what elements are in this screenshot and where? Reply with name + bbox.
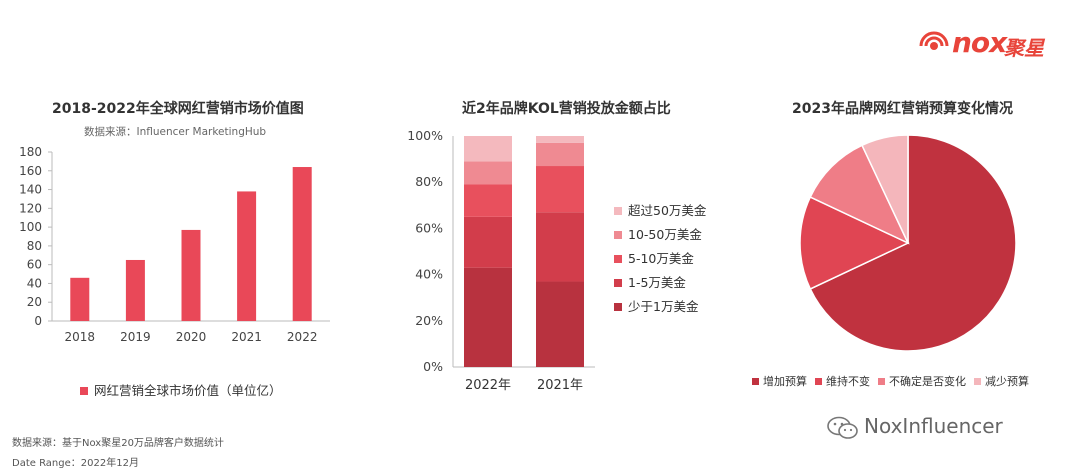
footer-source: 数据来源：基于Nox聚星20万品牌客户数据统计	[12, 438, 224, 449]
stack-segment-5-10万美金	[536, 166, 584, 213]
x-tick-label: 2022	[287, 330, 318, 344]
chart2-legend-item: 少于1万美金	[614, 296, 698, 315]
x-tick-label: 2022年	[465, 378, 511, 393]
chart3-legend-label: 不确定是否变化	[889, 375, 966, 388]
stack-segment-10-50万美金	[464, 161, 512, 185]
bar-2019	[125, 259, 145, 321]
chart1-legend-label: 网红营销全球市场价值（单位亿）	[94, 383, 282, 398]
y-tick-label: 120	[19, 201, 42, 215]
y-tick-label: 80	[27, 239, 42, 253]
legend-swatch	[614, 278, 622, 287]
chart2-legend-item: 1-5万美金	[614, 272, 686, 291]
y-tick-label: 60	[27, 258, 42, 272]
stack-segment-1-5万美金	[464, 216, 512, 268]
chart2-legend-label: 少于1万美金	[628, 299, 699, 314]
bar-2020	[181, 229, 201, 321]
stack-segment-超过50万美金	[536, 136, 584, 143]
pie-slice-减少预算	[861, 134, 909, 244]
footer-date-range: Date Range：2022年12月	[12, 458, 139, 469]
legend-swatch	[752, 377, 759, 385]
y-tick-label: 40%	[415, 267, 443, 282]
chart2-legend-item: 10-50万美金	[614, 224, 702, 243]
chart3-legend-item: 不确定是否变化	[878, 375, 966, 388]
chart1-legend: 网红营销全球市场价值（单位亿）	[80, 380, 282, 399]
legend-swatch	[614, 230, 622, 239]
chart1-title: 2018-2022年全球网红营销市场价值图	[52, 101, 304, 117]
y-tick-label: 180	[19, 145, 42, 159]
y-tick-label: 20%	[415, 313, 443, 328]
legend-swatch	[974, 377, 981, 385]
chart3-legend-label: 增加预算	[763, 375, 807, 388]
y-tick-label: 20	[27, 295, 42, 309]
pie-slice-维持不变	[799, 196, 910, 290]
chart2-legend-label: 超过50万美金	[628, 203, 707, 218]
x-tick-label: 2021年	[537, 378, 583, 393]
legend-swatch	[815, 377, 822, 385]
stack-segment-5-10万美金	[464, 184, 512, 217]
chart3-legend-item: 增加预算	[752, 375, 807, 388]
chart2-legend-label: 10-50万美金	[628, 227, 702, 242]
y-tick-label: 80%	[415, 174, 443, 189]
bar-2022	[292, 167, 312, 321]
y-tick-label: 0%	[423, 359, 443, 374]
pie-slice-不确定是否变化	[809, 144, 910, 245]
bar-2021	[237, 191, 257, 321]
x-tick-label: 2019	[120, 330, 151, 344]
stack-segment-少于1万美金	[536, 281, 584, 367]
chart3-legend-item: 减少预算	[974, 375, 1029, 388]
chart3-legend-label: 减少预算	[985, 375, 1029, 388]
chart2-legend-item: 5-10万美金	[614, 248, 694, 267]
chart3-legend: 增加预算 维持不变 不确定是否变化 减少预算	[752, 370, 1037, 389]
legend-swatch	[614, 254, 622, 263]
y-tick-label: 160	[19, 164, 42, 178]
legend-swatch	[614, 206, 622, 215]
stack-segment-1-5万美金	[536, 212, 584, 282]
chart2-legend-label: 1-5万美金	[628, 275, 686, 290]
stack-segment-少于1万美金	[464, 267, 512, 367]
chart2-legend-label: 5-10万美金	[628, 251, 694, 266]
chart2-title: 近2年品牌KOL营销投放金额占比	[462, 101, 671, 117]
wechat-account-name: NoxInfluencer	[864, 414, 1003, 438]
bar-chart-market-value: 0 20 40 60 80 100 120 140 160 180 2018 2019 2020 2021…	[19, 145, 330, 344]
y-tick-label: 100	[19, 220, 42, 234]
bar-2018	[70, 277, 90, 321]
y-tick-label: 0	[34, 314, 42, 328]
chart3-legend-item: 维持不变	[815, 375, 870, 388]
y-tick-label: 40	[27, 276, 42, 290]
logo-text: nox	[952, 26, 1007, 59]
nox-logo: nox 聚星	[918, 22, 1058, 68]
wechat-icon	[827, 416, 858, 439]
signal-icon	[919, 31, 949, 50]
logo-cn-text: 聚星	[1004, 36, 1044, 60]
stack-segment-超过50万美金	[464, 136, 512, 162]
y-tick-label: 100%	[407, 128, 443, 143]
legend-swatch	[80, 386, 88, 395]
x-tick-label: 2018	[65, 330, 96, 344]
pie-chart-budget-change	[799, 134, 1017, 352]
x-tick-label: 2020	[176, 330, 207, 344]
pie-slice-增加预算	[809, 134, 1017, 352]
y-tick-label: 60%	[415, 220, 443, 235]
chart3-legend-label: 维持不变	[826, 375, 870, 388]
legend-swatch	[878, 377, 885, 385]
chart3-title: 2023年品牌网红营销预算变化情况	[792, 101, 1013, 117]
stack-segment-10-50万美金	[536, 142, 584, 167]
y-tick-label: 140	[19, 183, 42, 197]
wechat-account: NoxInfluencer	[826, 414, 1003, 440]
stacked-bar-chart-spend-share: 0% 20% 40% 60% 80% 100% 2022年 2021年	[407, 128, 595, 393]
chart2-legend-item: 超过50万美金	[614, 200, 706, 219]
chart1-subtitle: 数据来源：Influencer MarketingHub	[84, 126, 267, 138]
legend-swatch	[614, 302, 622, 311]
x-tick-label: 2021	[231, 330, 262, 344]
